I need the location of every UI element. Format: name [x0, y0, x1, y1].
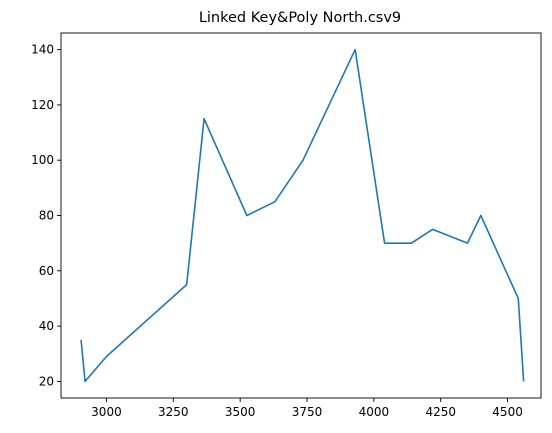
series-layer — [80, 48, 525, 383]
x-tick-label: 4250 — [425, 405, 456, 419]
x-tick-label: 3000 — [91, 405, 122, 419]
y-tick-label: 20 — [39, 374, 54, 388]
y-tick-label: 60 — [39, 264, 54, 278]
y-tick-label: 120 — [31, 98, 54, 112]
plot-frame — [60, 32, 542, 399]
x-tick-label: 4500 — [492, 405, 523, 419]
x-tick-label: 3250 — [158, 405, 189, 419]
x-tick-label: 4000 — [359, 405, 390, 419]
y-tick-label: 80 — [39, 209, 54, 223]
y-tick-label: 100 — [31, 153, 54, 167]
y-tick-label: 140 — [31, 43, 54, 57]
chart-title: Linked Key&Poly North.csv9 — [199, 10, 401, 26]
x-tick-label: 3500 — [225, 405, 256, 419]
series-line — [80, 48, 525, 383]
ticks-layer: 3000 3250 3500 3750 4000 4250 4500 20 40 60 80 100 1… — [31, 43, 523, 419]
y-tick-label: 40 — [39, 319, 54, 333]
x-tick-label: 3750 — [292, 405, 323, 419]
